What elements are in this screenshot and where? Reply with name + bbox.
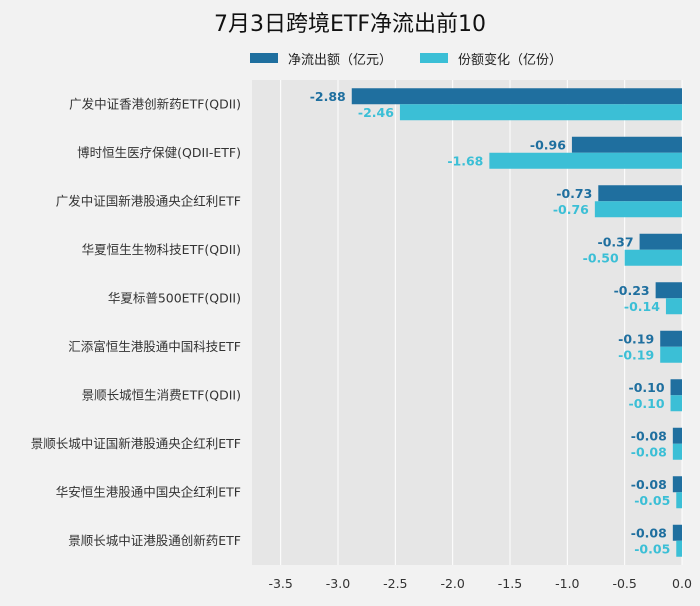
bar-share-change	[399, 104, 682, 121]
bar-share-change	[489, 152, 682, 169]
data-label-net-outflow: -0.19	[618, 331, 654, 346]
legend-label-share-change: 份额变化（亿份）	[458, 52, 563, 68]
category-label: 景顺长城恒生消费ETF(QDII)	[82, 387, 241, 402]
data-label-net-outflow: -0.08	[631, 428, 667, 443]
data-label-share-change: -2.46	[358, 105, 394, 120]
legend: 净流出额（亿元） 份额变化（亿份）	[250, 48, 590, 68]
bar-net-outflow	[672, 476, 682, 493]
legend-swatch-net-outflow	[250, 53, 278, 63]
category-label: 博时恒生医疗保健(QDII-ETF)	[77, 145, 241, 160]
data-label-net-outflow: -0.37	[598, 234, 634, 249]
x-tick-label: -2.5	[383, 576, 407, 591]
bar-share-change	[670, 395, 682, 412]
legend-label-net-outflow: 净流出额（亿元）	[288, 52, 393, 68]
data-label-share-change: -0.08	[631, 444, 667, 459]
legend-item-net-outflow: 净流出额（亿元）	[250, 49, 392, 68]
data-label-share-change: -0.05	[634, 541, 670, 556]
data-label-share-change: -1.68	[447, 153, 483, 168]
data-label-share-change: -0.05	[634, 493, 670, 508]
category-label: 广发中证国新港股通央企红利ETF	[56, 193, 241, 208]
x-tick-label: -1.5	[498, 576, 522, 591]
data-label-share-change: -0.10	[629, 396, 665, 411]
category-label: 景顺长城中证港股通创新药ETF	[68, 533, 241, 548]
bar-net-outflow	[672, 524, 682, 541]
category-label: 华夏标普500ETF(QDII)	[108, 290, 241, 305]
data-label-share-change: -0.50	[583, 250, 619, 265]
x-tick-label: -3.5	[268, 576, 292, 591]
data-label-share-change: -0.19	[618, 347, 654, 362]
bar-net-outflow	[639, 233, 682, 250]
bar-share-change	[594, 201, 682, 218]
x-tick-label: -0.5	[612, 576, 636, 591]
data-label-net-outflow: -0.23	[614, 283, 650, 298]
category-label: 汇添富恒生港股通中国科技ETF	[68, 339, 241, 354]
bar-share-change	[672, 443, 682, 460]
bar-net-outflow	[670, 379, 682, 396]
bar-share-change	[665, 298, 682, 315]
data-label-share-change: -0.14	[624, 299, 660, 314]
bar-net-outflow	[571, 136, 682, 153]
data-label-share-change: -0.76	[553, 202, 589, 217]
legend-item-share-change: 份额变化（亿份）	[420, 49, 562, 68]
bar-share-change	[624, 249, 682, 266]
category-label: 景顺长城中证国新港股通央企红利ETF	[31, 436, 241, 451]
chart-title: 7月3日跨境ETF净流出前10	[214, 12, 486, 37]
bar-share-change	[660, 346, 682, 363]
bar-net-outflow	[598, 185, 682, 202]
legend-swatch-share-change	[420, 53, 449, 63]
category-label: 华安恒生港股通中国央企红利ETF	[56, 484, 241, 499]
bar-net-outflow	[672, 427, 682, 444]
data-label-net-outflow: -0.96	[530, 137, 566, 152]
category-label: 广发中证香港创新药ETF(QDII)	[69, 96, 241, 111]
data-label-net-outflow: -0.73	[556, 186, 592, 201]
bar-net-outflow	[660, 330, 682, 347]
data-label-net-outflow: -0.08	[631, 477, 667, 492]
data-label-net-outflow: -0.10	[629, 380, 665, 395]
x-tick-label: -3.0	[326, 576, 350, 591]
bar-net-outflow	[351, 88, 682, 105]
bar-share-change	[676, 540, 682, 557]
x-tick-label: -2.0	[440, 576, 464, 591]
x-tick-label: -1.0	[555, 576, 579, 591]
bar-net-outflow	[655, 282, 682, 299]
bar-share-change	[676, 492, 682, 509]
data-label-net-outflow: -2.88	[310, 89, 346, 104]
x-tick-label: 0.0	[672, 576, 692, 591]
category-label: 华夏恒生生物科技ETF(QDII)	[82, 242, 241, 257]
data-label-net-outflow: -0.08	[631, 525, 667, 540]
